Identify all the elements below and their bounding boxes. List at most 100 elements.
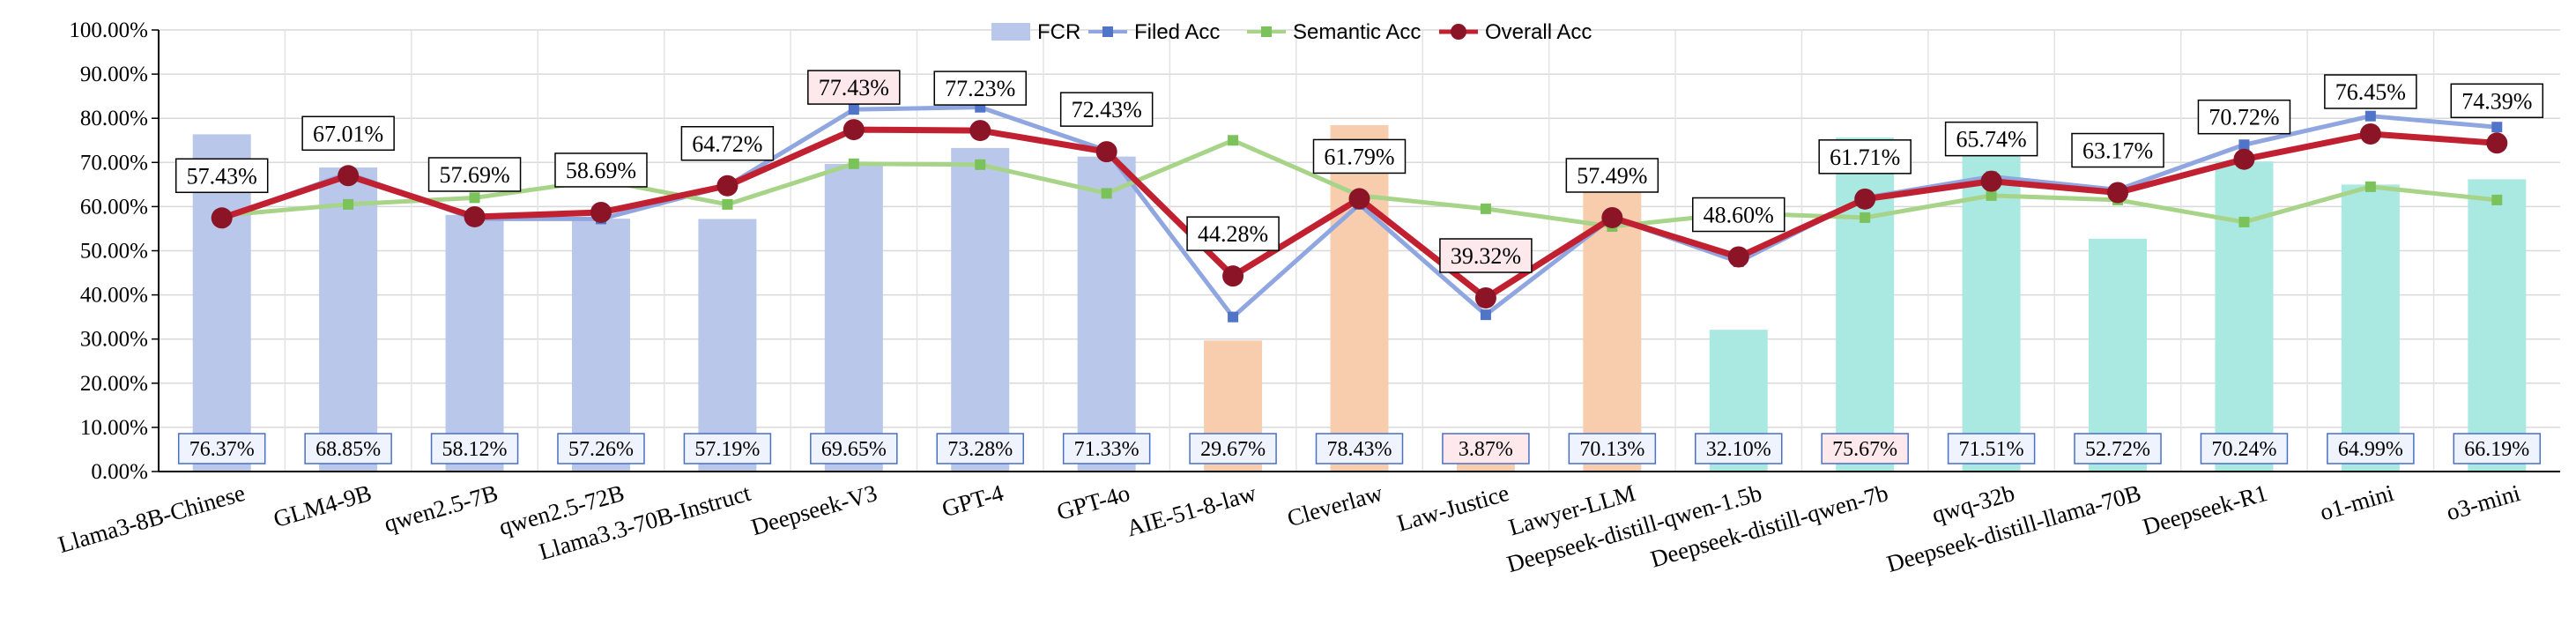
overall-acc-label: 72.43% <box>1072 97 1142 123</box>
filed-acc-point <box>2364 110 2376 122</box>
filed-acc-point <box>848 104 859 115</box>
fcr-label: 76.37% <box>189 438 255 461</box>
fcr-label-box <box>177 433 266 464</box>
overall-acc-label-box <box>2197 99 2291 135</box>
legend-label-semantic: Semantic Acc <box>1293 20 1421 44</box>
data-labels: 57.43% 67.01% 57.69% 58.69% 64.72% 77.43% 77.2… <box>174 70 2544 464</box>
overall-acc-label-box <box>554 152 648 188</box>
overall-acc-label: 63.17% <box>2082 138 2153 164</box>
fcr-label: 73.28% <box>947 438 1013 461</box>
overall-acc-label-box <box>933 71 1027 106</box>
overall-acc-label: 61.71% <box>1830 145 1900 170</box>
y-tick-label: 80.00% <box>80 107 148 130</box>
y-tick-label: 20.00% <box>80 372 148 396</box>
y-tick-label: 50.00% <box>80 240 148 264</box>
fcr-bar <box>951 147 1010 472</box>
fcr-label-box <box>304 433 392 464</box>
semantic-acc-point <box>2238 216 2250 227</box>
semantic-acc-point <box>848 158 859 169</box>
accuracy-lines <box>211 101 2508 323</box>
overall-acc-point <box>716 175 739 197</box>
fcr-label: 58.12% <box>442 438 508 461</box>
fcr-label-box <box>1947 433 2036 464</box>
fcr-label: 52.72% <box>2085 438 2150 461</box>
x-tick-label: GPT-4o <box>1054 479 1133 525</box>
x-tick-label: AIE-51-8-law <box>1124 479 1259 542</box>
overall-acc-label: 65.74% <box>1956 127 2027 152</box>
filed-acc-point <box>1228 311 1239 323</box>
semantic-acc-point <box>469 192 480 204</box>
overall-acc-label-box <box>1818 139 1912 175</box>
fcr-label: 69.65% <box>821 438 887 461</box>
overall-acc-label: 77.23% <box>945 76 1015 101</box>
overall-acc-label-box <box>807 70 901 105</box>
legend-label-fcr: FCR <box>1037 20 1080 44</box>
legend-marker-filed <box>1102 26 1113 37</box>
overall-acc-point <box>338 165 360 187</box>
fcr-bar <box>1077 156 1136 472</box>
fcr-label-box <box>1695 433 1783 464</box>
overall-acc-label: 70.72% <box>2209 105 2279 130</box>
semantic-acc-point <box>1480 203 1491 214</box>
overall-acc-label: 57.69% <box>439 162 509 188</box>
fcr-label: 29.67% <box>1200 438 1266 461</box>
fcr-bar <box>319 167 378 472</box>
fcr-label-box <box>1315 433 1404 464</box>
axes: 0.00% 10.00% 20.00% 30.00% 40.00% 50.00% 60.00… <box>56 19 2560 577</box>
fcr-label-box <box>810 433 898 464</box>
overall-acc-label-box <box>1186 216 1280 251</box>
overall-acc-point <box>1474 287 1496 309</box>
fcr-label: 66.19% <box>2464 438 2529 461</box>
overall-acc-label-box <box>174 158 269 194</box>
fcr-label: 57.26% <box>568 438 634 461</box>
overall-acc-label: 58.69% <box>566 158 636 183</box>
overall-acc-point <box>843 119 865 141</box>
y-tick-label: 100.00% <box>69 19 148 42</box>
overall-acc-label-box <box>1944 121 2038 157</box>
y-tick-label: 10.00% <box>80 416 148 440</box>
x-tick-label: Llama3-8B-Chinese <box>56 479 249 558</box>
legend-marker-overall <box>1451 24 1466 40</box>
overall-acc-point <box>1980 170 2002 192</box>
overall-acc-label: 74.39% <box>2461 88 2532 114</box>
overall-acc-label-box <box>1565 158 1659 193</box>
fcr-label-box <box>2200 433 2289 464</box>
fcr-bar <box>2341 184 2400 472</box>
filed-acc-point <box>1480 309 1491 321</box>
fcr-bar <box>1962 155 2021 472</box>
overall-acc-point <box>1854 188 1876 210</box>
overall-acc-point <box>1222 265 1244 287</box>
overall-acc-label-box <box>1312 138 1407 175</box>
overall-acc-point <box>1348 188 1370 210</box>
overall-acc-label-box <box>2324 74 2417 109</box>
semantic-acc-point <box>343 198 354 210</box>
fcr-label-box <box>1821 433 1909 464</box>
fcr-label: 3.87% <box>1459 438 1513 461</box>
y-tick-label: 30.00% <box>80 328 148 352</box>
overall-acc-point <box>2486 132 2508 154</box>
overall-acc-label-box <box>1059 92 1154 127</box>
fcr-bars <box>192 125 2527 472</box>
semantic-acc-point <box>1101 188 1112 199</box>
x-tick-label: o1-mini <box>2317 479 2396 525</box>
fcr-label: 71.51% <box>1959 438 2024 461</box>
fcr-label: 32.10% <box>1706 438 1771 461</box>
fcr-label-box <box>2074 433 2162 464</box>
fcr-label: 78.43% <box>1327 438 1392 461</box>
y-tick-label: 40.00% <box>80 284 148 308</box>
fcr-label: 75.67% <box>1832 438 1897 461</box>
fcr-bar <box>2215 161 2274 472</box>
overall-acc-point <box>1095 141 1117 163</box>
fcr-label: 68.85% <box>316 438 381 461</box>
overall-acc-label: 67.01% <box>313 121 383 146</box>
legend-swatch-fcr <box>991 23 1030 41</box>
overall-acc-label-box <box>1439 238 1533 273</box>
overall-acc-label: 77.43% <box>819 75 889 100</box>
semantic-acc-point <box>722 198 733 210</box>
filed-acc-point <box>2238 139 2250 151</box>
overall-acc-label-box <box>301 115 395 152</box>
x-tick-label: Deepseek-V3 <box>748 479 880 540</box>
overall-acc-point <box>1727 246 1749 268</box>
fcr-label-box <box>2453 433 2542 464</box>
